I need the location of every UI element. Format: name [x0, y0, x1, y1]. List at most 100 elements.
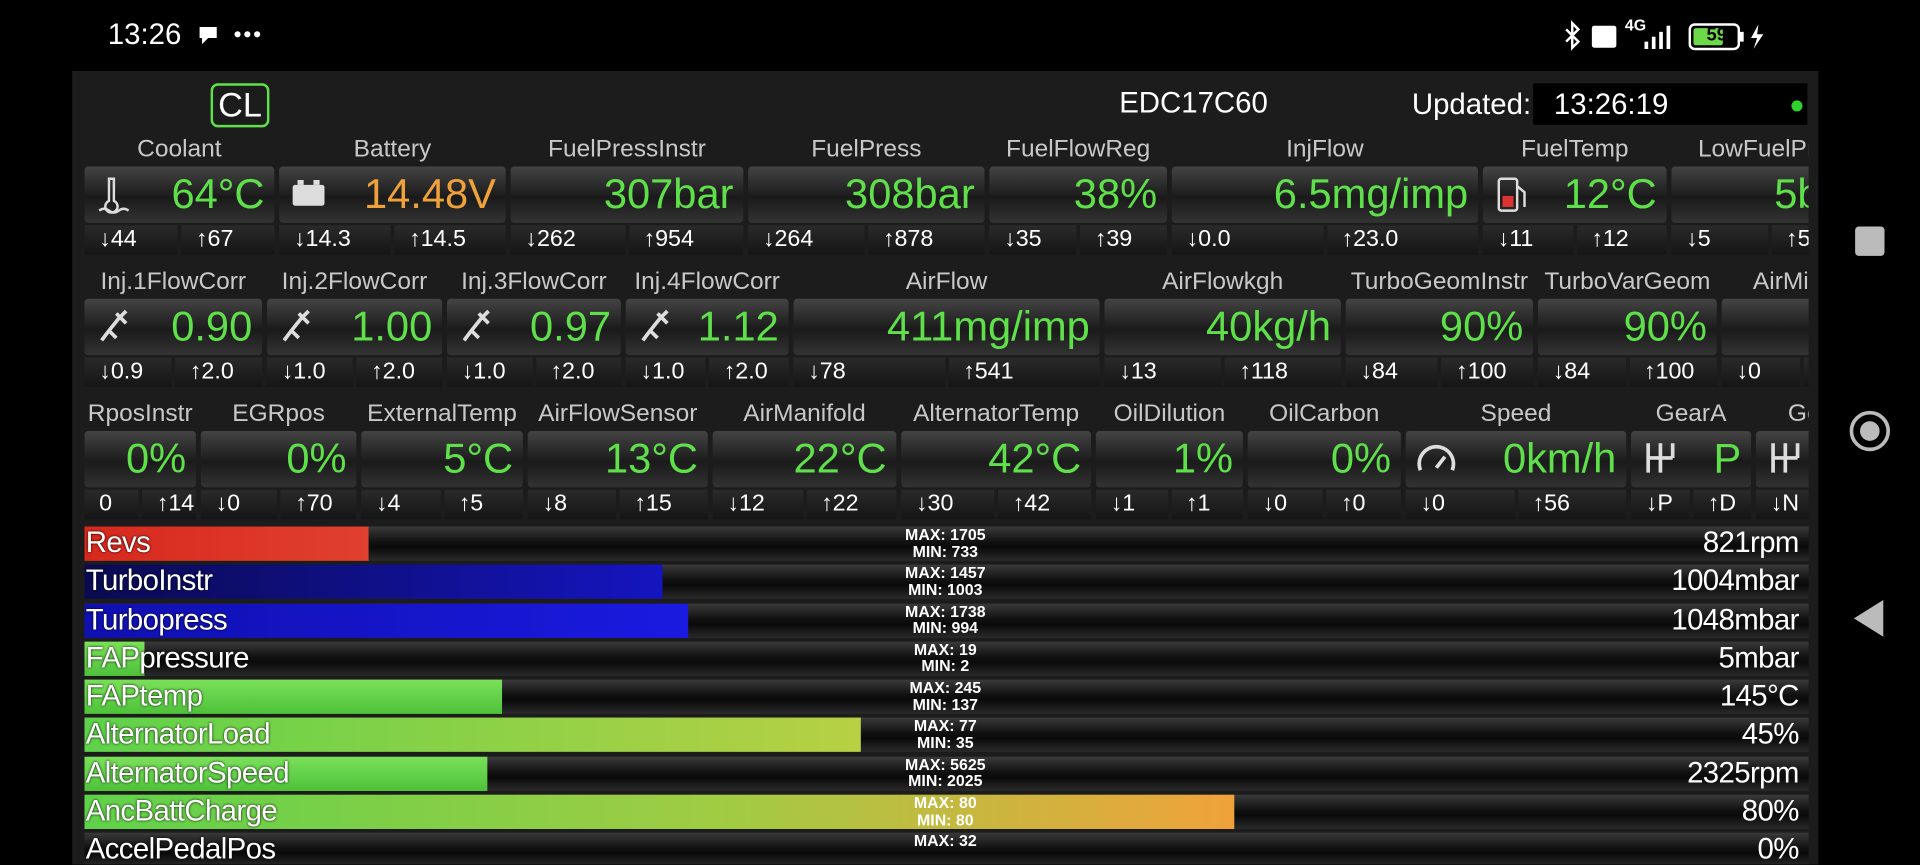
gauge-minmax: ↓14.3 ↑14.5 — [279, 225, 506, 255]
bar-label: AlternatorLoad — [85, 718, 271, 752]
gauge-max: ↑2.0 — [708, 357, 789, 387]
gauge-box: 13°C — [527, 431, 708, 488]
bar-fill — [84, 564, 663, 600]
bar-max: MAX: 19 — [913, 640, 977, 659]
bar: Turbopress MAX: 1738 MIN: 994 1048mbar — [84, 603, 1809, 638]
gauge-label: FuelFlowReg — [1006, 135, 1151, 163]
gauge-box: 90% — [1537, 298, 1717, 356]
gauge-icon — [282, 309, 310, 342]
bar-min: MIN: 80 — [917, 810, 974, 829]
gauge-label: AirFlowkgh — [1162, 268, 1284, 296]
gauge-value: 1.00 — [351, 303, 433, 350]
gauge-minmax: ↓0 ↑0 — [1247, 489, 1401, 520]
bar-minmax: MAX: 80 MIN: 80 — [914, 795, 977, 828]
gauge-box: 0% — [1721, 298, 1809, 356]
bar-label: AlternatorSpeed — [85, 756, 290, 790]
gauge-min: ↓78 — [793, 357, 945, 387]
gauge-max: ↑0 — [1326, 489, 1401, 520]
gauge-label: GearB — [1787, 400, 1809, 428]
gauge: FuelPressInstr 307bar ↓262 ↑954 — [510, 135, 744, 262]
gauge-value: 0% — [125, 435, 187, 482]
bar-max: MAX: 1705 — [905, 525, 986, 544]
signal-icons — [1565, 20, 1671, 51]
bar-minmax: MAX: 5625 MIN: 2025 — [905, 756, 986, 789]
gauge-label: ExternalTemp — [367, 400, 517, 428]
gauge-box: 0.90 — [84, 298, 263, 356]
gauge-minmax: ↓1.0 ↑2.0 — [266, 357, 443, 387]
gauge-icon — [1646, 443, 1675, 473]
bar-value: 5mbar — [1718, 641, 1800, 675]
bar-value: 821rpm — [1702, 526, 1800, 560]
gauge-max: ↑100 — [1441, 357, 1534, 387]
bar-value: 145°C — [1719, 679, 1800, 713]
gauge-min: ↓13 — [1104, 357, 1221, 387]
gauge-value: 90% — [1623, 303, 1707, 350]
gauge-minmax: ↓8 ↑15 — [527, 489, 708, 520]
gauge-icon — [462, 309, 490, 342]
gauge: OilDilution 1% ↓1 ↑1 — [1095, 399, 1243, 526]
bar-max: MAX: 245 — [909, 678, 982, 697]
gauge-max: ↑D — [1692, 489, 1752, 520]
gauge-minmax: ↓35 ↑39 — [989, 225, 1167, 255]
gauge-value: 0% — [1330, 435, 1392, 482]
bar: AncBattCharge MAX: 80 MIN: 80 80% — [84, 795, 1809, 830]
gauge-value: 12°C — [1563, 170, 1657, 218]
bar: AlternatorSpeed MAX: 5625 MIN: 2025 2325rpm — [84, 756, 1809, 791]
bar-label: FAPpressure — [85, 641, 250, 675]
bar-label: TurboInstr — [85, 564, 213, 598]
gauge-minmax: 0 ↑14 — [84, 489, 196, 520]
gauge-value: 40kg/h — [1206, 303, 1332, 350]
gauge-max: ↑70 — [280, 489, 357, 520]
gauge: Inj.1FlowCorr 0.90 ↓0.9 ↑2.0 — [84, 267, 263, 394]
gauge-minmax: ↓84 ↑100 — [1345, 357, 1534, 387]
gauge-box: 5°C — [361, 431, 523, 488]
gauge-label: EGRpos — [232, 400, 325, 428]
gauge-max: ↑22 — [806, 489, 897, 520]
gauge-min: ↓0.9 — [84, 357, 172, 387]
gauge-label: AirFlowSensor — [538, 400, 698, 428]
gauge-max: ↑23.0 — [1326, 225, 1478, 255]
gauge: EGRpos 0% ↓0 ↑70 — [200, 399, 357, 526]
battery-icon — [1688, 23, 1764, 51]
gauge: AirFlow 411mg/imp ↓78 ↑541 — [793, 267, 1100, 394]
gauge-icon — [1497, 177, 1526, 212]
gauge-icon — [292, 180, 325, 206]
gauge-value: 0% — [286, 435, 347, 482]
bar-max: MAX: 5625 — [905, 755, 986, 774]
gauge-box: 42°C — [901, 431, 1092, 488]
gauge-max: ↑2.0 — [535, 357, 621, 387]
bar: FAPtemp MAX: 245 MIN: 137 145°C — [84, 678, 1809, 715]
bar-minmax: MAX: 1738 MIN: 994 — [905, 603, 986, 636]
bar-value: 1004mbar — [1671, 564, 1799, 598]
gauge-min: ↓44 — [84, 225, 178, 255]
gauge-value: 64°C — [171, 170, 265, 218]
gauge: TurboVarGeom 90% ↓84 ↑100 — [1537, 267, 1717, 394]
gauge-max: ↑5 — [443, 489, 523, 520]
gauge-label: OilCarbon — [1269, 400, 1380, 428]
bar-min: MIN: 35 — [917, 733, 974, 752]
gauge-row: Coolant 64°C ↓44 ↑67 Battery 14.48V ↓14.3 ↑14.5… — [84, 135, 1809, 262]
gauge-max: ↑12 — [1576, 225, 1667, 255]
gauge-max: ↑2.0 — [356, 357, 443, 387]
bar-min: MIN: 733 — [912, 541, 979, 561]
gauge-value: 5bar — [1774, 170, 1808, 218]
gauge-label: AirManifold — [743, 400, 866, 428]
bar-minmax: MAX: 19 MIN: 2 — [913, 640, 977, 675]
gauge-row: RposInstr 0% 0 ↑14 EGRpos 0% ↓0 ↑70 ExternalTemp… — [84, 399, 1809, 526]
gauge-box: 307bar — [510, 166, 744, 223]
gauge-label: GearA — [1655, 400, 1727, 428]
gauge: AirManifold 22°C ↓12 ↑22 — [712, 399, 897, 526]
gauge-value: 14.48V — [363, 170, 496, 218]
gauge-min: ↓1.0 — [625, 357, 706, 387]
gauge-min: ↓5 — [1671, 225, 1768, 255]
bar-label: FAPtemp — [85, 679, 203, 713]
gauge-max: ↑2.0 — [175, 357, 263, 387]
bar-fill — [84, 526, 369, 561]
mode-badge[interactable]: CL — [210, 83, 270, 128]
gauge-box: 0% — [1247, 431, 1401, 488]
gauge-box: 40kg/h — [1104, 298, 1341, 356]
gauge: AirFlowkgh 40kg/h ↓13 ↑118 — [1104, 267, 1341, 394]
gauge-box: P — [1631, 431, 1752, 488]
gauge-minmax: ↓0 ↑56 — [1405, 489, 1627, 520]
gauge-label: AirMixerI — [1752, 268, 1809, 296]
